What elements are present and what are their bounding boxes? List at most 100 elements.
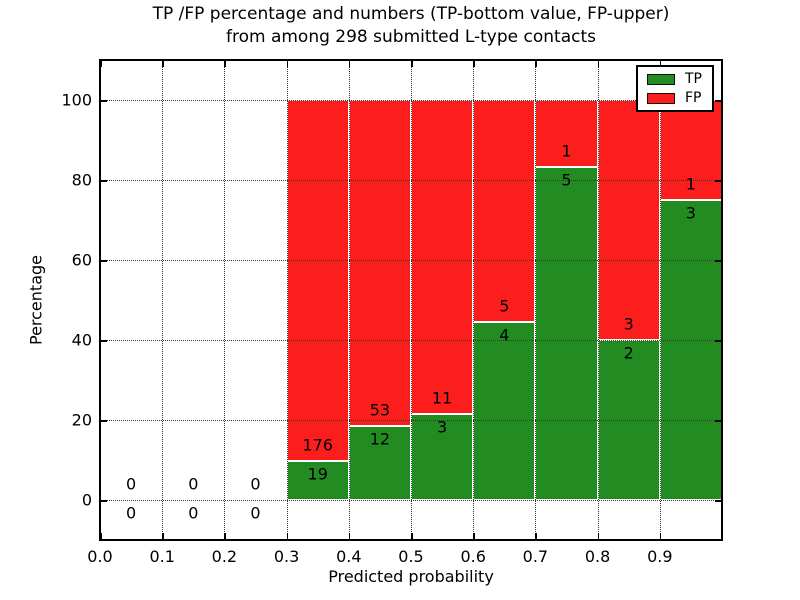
legend-label-tp: TP (685, 71, 702, 87)
y-tick-right-20 (715, 420, 722, 422)
x-tick-label-0.1: 0.1 (149, 547, 175, 566)
chart-title-line1: TP /FP percentage and numbers (TP-bottom… (152, 4, 670, 24)
x-tick-label-0.2: 0.2 (211, 547, 238, 566)
chart-title: TP /FP percentage and numbers (TP-bottom… (100, 3, 722, 49)
legend-item-fp: FP (647, 91, 702, 105)
y-tick-right-100 (715, 100, 722, 102)
y-tick-label-40: 40 (71, 330, 92, 350)
legend: TP FP (636, 65, 714, 112)
y-tick-right-80 (715, 180, 722, 182)
x-tick-top-0.9 (659, 60, 662, 67)
y-tick-label-80: 80 (71, 170, 92, 190)
x-tick-label-0.7: 0.7 (522, 547, 549, 566)
x-tick-top-0.2 (224, 60, 226, 67)
y-tick-left-40 (100, 340, 107, 342)
tp-count-label-0.4: 12 (369, 429, 391, 449)
x-tick-top-0.1 (162, 60, 164, 67)
tp-count-label-0.3: 19 (307, 464, 328, 484)
tp-count-label-0.6: 4 (499, 325, 510, 345)
legend-swatch-fp-icon (647, 92, 675, 104)
x-tick-label-0.8: 0.8 (584, 547, 611, 566)
x-tick-bottom-0.0 (100, 533, 102, 540)
gridline-x-0.4 (348, 60, 350, 540)
y-tick-label-20: 20 (71, 410, 92, 430)
y-tick-left-0 (100, 500, 107, 502)
fp-count-label-0.4: 53 (369, 400, 391, 420)
fp-count-label-0: 0 (126, 474, 137, 494)
x-tick-top-0.0 (100, 60, 102, 67)
x-tick-bottom-0.2 (224, 533, 226, 540)
tp-count-label-0.2: 0 (250, 503, 261, 523)
y-tick-label-100: 100 (61, 90, 92, 110)
y-tick-left-20 (100, 420, 107, 422)
tp-count-label-0.7: 5 (561, 170, 572, 190)
x-tick-bottom-0.1 (162, 533, 164, 540)
chart-title-line2: from among 298 submitted L-type contacts (225, 27, 596, 47)
gridline-y-60 (100, 260, 722, 261)
gridline-x-0.8 (597, 60, 599, 540)
gridline-y-0 (100, 500, 722, 501)
x-tick-label-0.4: 0.4 (336, 547, 362, 566)
x-tick-label-0.0: 0.0 (87, 547, 113, 566)
legend-label-fp: FP (685, 90, 702, 106)
bar-tp-0.6 (473, 322, 536, 500)
tp-count-label-0.1: 0 (188, 503, 199, 523)
y-tick-right-40 (715, 340, 722, 342)
tp-count-label-0: 0 (126, 503, 137, 523)
gridline-y-80 (100, 180, 722, 181)
bar-fp-0.3 (286, 100, 349, 462)
gridline-y-100 (100, 100, 722, 101)
x-tick-bottom-0.8 (597, 533, 600, 540)
y-tick-label-60: 60 (71, 250, 92, 270)
gridline-x-0.3 (286, 60, 288, 540)
bar-tp-0.9 (659, 200, 722, 500)
y-tick-label-0: 0 (81, 490, 92, 510)
bar-tp-0.3 (286, 461, 349, 500)
gridline-x-0.1 (162, 60, 164, 540)
gridline-x-0.6 (473, 60, 475, 540)
fp-count-label-0.8: 3 (623, 314, 634, 334)
x-tick-label-0.3: 0.3 (273, 547, 300, 566)
y-tick-left-80 (100, 180, 107, 182)
gridline-y-40 (100, 340, 722, 341)
gridline-x-0.5 (411, 60, 412, 540)
tp-count-label-0.9: 3 (685, 203, 696, 223)
x-tick-bottom-0.9 (659, 533, 662, 540)
legend-item-tp: TP (647, 72, 702, 86)
x-tick-top-0.5 (411, 60, 413, 67)
gridline-x-0.2 (224, 60, 226, 540)
fp-count-label-0.3: 176 (302, 435, 333, 455)
x-tick-top-0.8 (597, 60, 600, 67)
gridline-x-0.7 (535, 60, 537, 540)
bar-tp-0.7 (535, 166, 598, 500)
fp-count-label-0.6: 5 (499, 296, 510, 316)
y-tick-left-60 (100, 260, 107, 262)
fp-count-label-0.5: 11 (431, 388, 453, 408)
x-tick-bottom-0.6 (473, 533, 475, 540)
x-tick-label-0.5: 0.5 (398, 547, 424, 566)
tp-count-label-0.5: 3 (437, 417, 448, 437)
tp-count-label-0.8: 2 (623, 343, 634, 363)
gridline-x-0.9 (659, 60, 661, 540)
x-tick-bottom-0.7 (535, 533, 537, 540)
bar-fp-0.9 (659, 100, 722, 200)
y-axis-label: Percentage (26, 254, 46, 346)
y-tick-left-100 (100, 100, 107, 102)
bar-fp-0.6 (473, 100, 536, 323)
fp-count-label-0.7: 1 (561, 141, 572, 161)
fp-count-label-0.2: 0 (250, 474, 261, 494)
y-tick-right-0 (715, 500, 722, 502)
x-tick-bottom-0.3 (286, 533, 289, 540)
x-axis-label: Predicted probability (328, 567, 494, 586)
x-tick-top-0.6 (473, 60, 475, 67)
x-tick-top-0.3 (286, 60, 289, 67)
fp-count-label-0.1: 0 (188, 474, 199, 494)
gridline-y-20 (100, 420, 722, 421)
x-tick-bottom-0.4 (348, 533, 351, 540)
x-tick-top-0.4 (348, 60, 351, 67)
bar-fp-0.5 (411, 100, 474, 415)
bar-fp-0.8 (597, 100, 660, 340)
x-tick-top-0.7 (535, 60, 537, 67)
x-tick-bottom-0.5 (411, 533, 413, 540)
